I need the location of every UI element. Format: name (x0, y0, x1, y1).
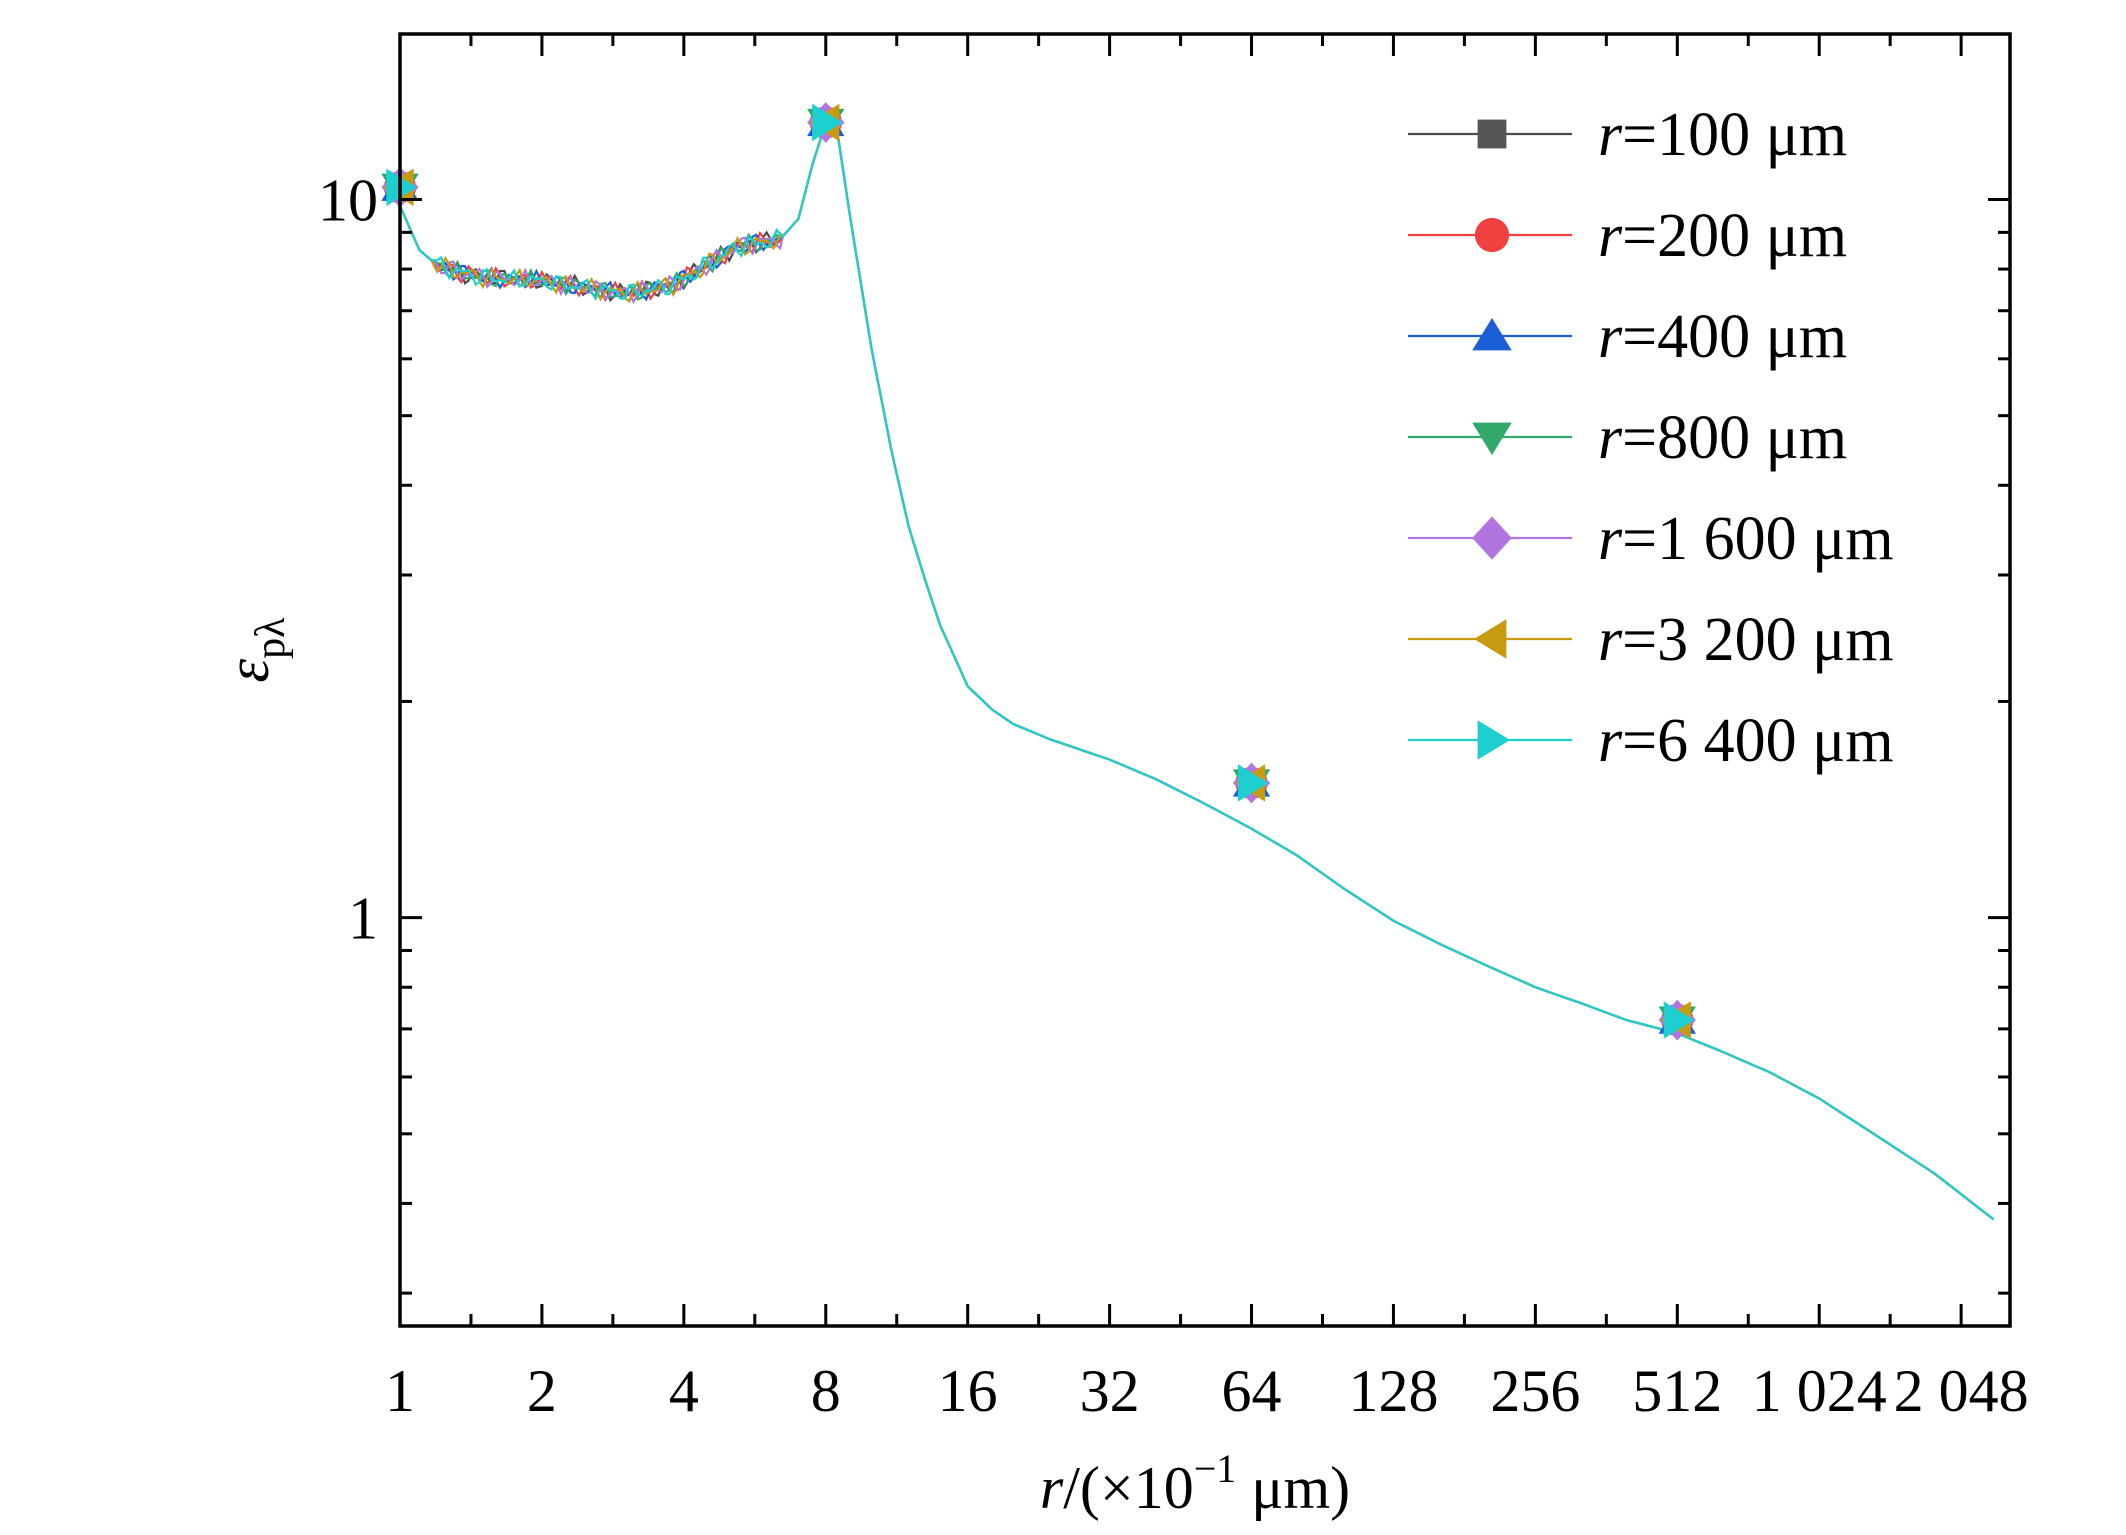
plot-area (381, 102, 1995, 1221)
legend-label-rest: =6 400 μm (1622, 707, 1893, 775)
legend-label-6: r=3 200 μm (1598, 606, 1894, 674)
legend-marker-5 (1472, 516, 1512, 560)
legend-label-var: r (1598, 303, 1623, 371)
x-axis-label-post: μm) (1236, 1455, 1350, 1521)
legend-marker-4 (1472, 422, 1512, 455)
x-tick-label: 128 (1348, 1358, 1438, 1424)
x-tick-label: 1 024 (1752, 1358, 1887, 1424)
legend-label-var: r (1598, 707, 1623, 775)
x-tick-label: 4 (669, 1358, 699, 1424)
legend-label-2: r=200 μm (1598, 202, 1847, 270)
plot-frame (398, 32, 2012, 1328)
x-tick-label: 512 (1632, 1358, 1722, 1424)
legend-label-var: r (1598, 101, 1623, 169)
legend-label-rest: =100 μm (1622, 101, 1847, 169)
x-axis-label: r/(×10−1 μm) (1040, 1446, 1350, 1521)
x-axis-label-sup: −1 (1194, 1446, 1237, 1491)
legend-label-4: r=800 μm (1598, 404, 1847, 472)
y-axis-label: εpλ (215, 617, 294, 683)
series-line-7 (400, 120, 1995, 1221)
x-axis-label-var: r (1040, 1455, 1064, 1521)
x-tick-label: 1 (385, 1358, 415, 1424)
x-tick-label: 2 (527, 1358, 557, 1424)
data-point-s7-4 (1663, 1001, 1695, 1039)
legend-label-var: r (1598, 404, 1623, 472)
legend-label-var: r (1598, 505, 1623, 573)
legend-label-1: r=100 μm (1598, 101, 1847, 169)
legend: r=100 μmr=200 μmr=400 μmr=800 μmr=1 600 … (1408, 101, 1894, 775)
x-tick-label: 2 048 (1894, 1358, 2029, 1424)
legend-marker-3 (1472, 318, 1512, 351)
legend-label-var: r (1598, 202, 1623, 270)
legend-label-rest: =1 600 μm (1622, 505, 1893, 573)
x-tick-label: 64 (1222, 1358, 1282, 1424)
legend-label-5: r=1 600 μm (1598, 505, 1894, 573)
y-tick-label: 10 (318, 167, 378, 233)
y-axis-label-sub: pλ (248, 617, 294, 659)
x-tick-label: 256 (1490, 1358, 1580, 1424)
axes: 1 2 4 8 16 32 64 128 256 512 1 024 2 048110r/(×10−1… (215, 32, 2029, 1521)
y-axis-label-symbol: ε (215, 659, 281, 683)
legend-label-rest: =3 200 μm (1622, 606, 1893, 674)
data-point-s7-3 (1237, 764, 1269, 802)
legend-marker-1 (1477, 119, 1507, 149)
legend-marker-7 (1477, 720, 1510, 760)
legend-label-rest: =200 μm (1622, 202, 1847, 270)
legend-label-3: r=400 μm (1598, 303, 1847, 371)
legend-label-rest: =400 μm (1622, 303, 1847, 371)
legend-label-var: r (1598, 606, 1623, 674)
legend-label-7: r=6 400 μm (1598, 707, 1894, 775)
x-tick-label: 32 (1080, 1358, 1140, 1424)
legend-marker-6 (1474, 619, 1507, 659)
x-tick-label: 8 (811, 1358, 841, 1424)
legend-label-rest: =800 μm (1622, 404, 1847, 472)
y-tick-label: 1 (348, 886, 378, 952)
data-point-s7-2 (812, 103, 843, 142)
legend-marker-2 (1474, 217, 1510, 253)
x-axis-label-pre: /(×10 (1063, 1455, 1194, 1521)
x-tick-label: 16 (938, 1358, 998, 1424)
